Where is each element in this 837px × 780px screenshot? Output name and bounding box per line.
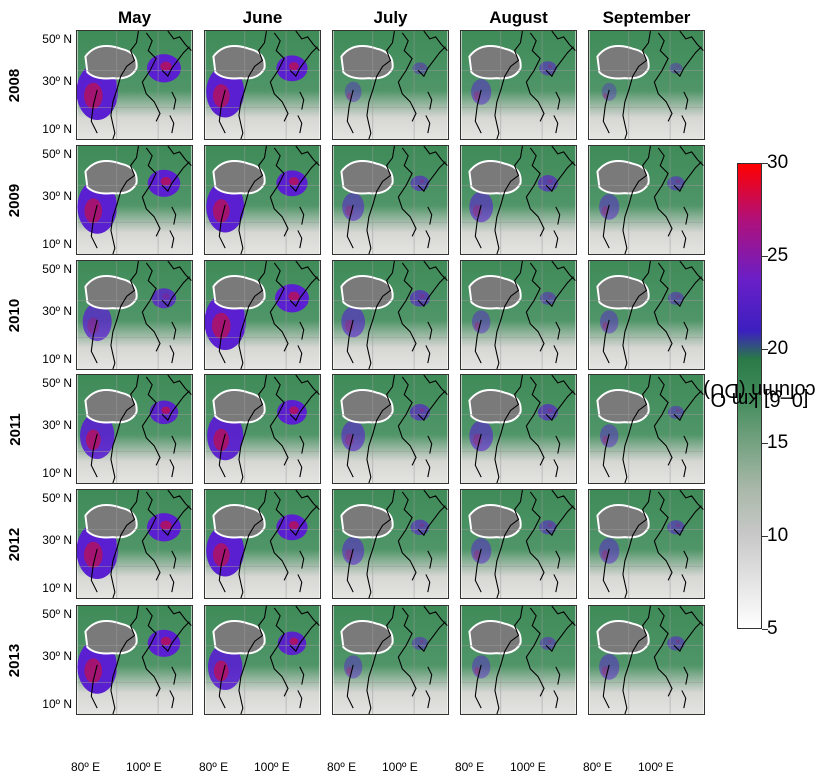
- colorbar-tick-label: 5: [767, 618, 778, 639]
- latitude-label: 50º N: [42, 32, 72, 46]
- map-panel: [588, 260, 705, 370]
- longitude-label: 100º E: [638, 760, 674, 774]
- map-panel: [204, 374, 321, 484]
- latitude-label: 50º N: [42, 607, 72, 621]
- map-panel: [460, 30, 577, 140]
- longitude-label: 80º E: [455, 760, 485, 774]
- map-panel: [332, 374, 449, 484]
- colorbar-tick-label: 10: [767, 524, 789, 546]
- map-panel: [460, 489, 577, 599]
- longitude-label: 80º E: [71, 760, 101, 774]
- map-panel: [332, 145, 449, 255]
- colorbar-tick: [762, 349, 768, 351]
- colorbar: [737, 163, 762, 629]
- colorbar-tick: [762, 535, 768, 537]
- map-panel: [460, 145, 577, 255]
- colorbar-tick-label: 20: [767, 338, 789, 360]
- latitude-label: 10º N: [42, 352, 72, 366]
- map-panel: [332, 605, 449, 715]
- map-panel: [588, 605, 705, 715]
- latitude-label: 30º N: [42, 649, 72, 663]
- latitude-label: 50º N: [42, 491, 72, 505]
- month-header: August: [489, 8, 548, 27]
- map-panel: [460, 374, 577, 484]
- longitude-label: 80º E: [199, 760, 229, 774]
- colorbar-tick: [762, 442, 768, 444]
- latitude-label: 10º N: [42, 697, 72, 711]
- month-header: September: [602, 8, 691, 27]
- map-panel: [588, 145, 705, 255]
- map-panel: [204, 30, 321, 140]
- longitude-label: 100º E: [254, 760, 290, 774]
- map-panel: [588, 374, 705, 484]
- map-panel: [76, 489, 193, 599]
- map-panel: [204, 605, 321, 715]
- latitude-label: 10º N: [42, 122, 72, 136]
- map-panel: [588, 489, 705, 599]
- longitude-label: 80º E: [583, 760, 613, 774]
- latitude-label: 10º N: [42, 581, 72, 595]
- latitude-label: 10º N: [42, 466, 72, 480]
- map-panel: [76, 605, 193, 715]
- month-header: June: [242, 8, 283, 27]
- year-label: 2012: [6, 527, 24, 561]
- latitude-label: 50º N: [42, 147, 72, 161]
- latitude-label: 50º N: [42, 262, 72, 276]
- colorbar-tick: [762, 629, 768, 630]
- map-panel: [332, 489, 449, 599]
- map-panel: [204, 489, 321, 599]
- map-panel: [204, 260, 321, 370]
- latitude-label: 30º N: [42, 533, 72, 547]
- map-panel: [76, 30, 193, 140]
- year-label: 2013: [6, 643, 24, 677]
- map-panel: [460, 260, 577, 370]
- colorbar-tick-label: 15: [767, 431, 789, 453]
- year-label: 2009: [6, 183, 24, 217]
- colorbar-tick-label: 30: [767, 152, 789, 173]
- map-panel: [76, 145, 193, 255]
- longitude-label: 80º E: [327, 760, 357, 774]
- map-panel: [588, 30, 705, 140]
- map-panel: [204, 145, 321, 255]
- map-panel: [460, 605, 577, 715]
- latitude-label: 30º N: [42, 418, 72, 432]
- month-header: May: [117, 8, 152, 27]
- latitude-label: 10º N: [42, 237, 72, 251]
- latitude-label: 30º N: [42, 74, 72, 88]
- latitude-label: 30º N: [42, 304, 72, 318]
- colorbar-tick: [762, 256, 768, 258]
- latitude-label: 30º N: [42, 189, 72, 203]
- longitude-label: 100º E: [382, 760, 418, 774]
- year-label: 2008: [6, 68, 24, 102]
- longitude-label: 100º E: [126, 760, 162, 774]
- colorbar-tick: [762, 163, 768, 164]
- latitude-label: 50º N: [42, 376, 72, 390]
- longitude-label: 100º E: [510, 760, 546, 774]
- colorbar-tick-label: 25: [767, 245, 789, 267]
- month-header: July: [373, 8, 408, 27]
- map-panel: [76, 374, 193, 484]
- map-panel: [76, 260, 193, 370]
- map-panel: [332, 30, 449, 140]
- year-label: 2010: [6, 298, 24, 332]
- year-label: 2011: [6, 412, 24, 446]
- map-panel: [332, 260, 449, 370]
